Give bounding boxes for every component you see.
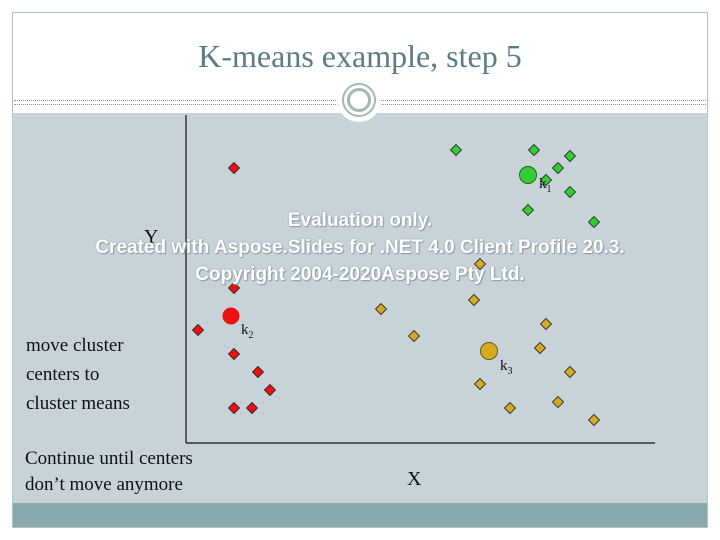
note-line: move cluster: [26, 335, 124, 356]
cluster2-point: [191, 323, 205, 337]
cluster2-point: [227, 161, 241, 175]
cluster3-point: [467, 293, 481, 307]
cluster1-point: [449, 143, 463, 157]
cluster3-point: [587, 413, 601, 427]
center-label-k3: k3: [500, 358, 513, 377]
cluster3-point: [374, 302, 388, 316]
cluster3-point: [473, 257, 487, 271]
cluster2-point: [227, 347, 241, 361]
cluster3-point: [407, 329, 421, 343]
x-axis-label: X: [407, 468, 422, 490]
cluster1-point: [521, 203, 535, 217]
footer-band: [13, 503, 707, 527]
center-label-k1: k1: [539, 176, 552, 195]
cluster1-point: [563, 185, 577, 199]
cluster2-center-marker: [222, 307, 240, 325]
cluster3-point: [503, 401, 517, 415]
slide-title: K-means example, step 5: [198, 38, 522, 74]
watermark-line: Evaluation only.: [287, 210, 433, 231]
note-line: don’t move anymore: [25, 474, 183, 495]
cluster1-point: [563, 149, 577, 163]
cluster1-center-marker: [519, 166, 537, 184]
continue-note: Continue until centers don’t move anymor…: [25, 446, 193, 498]
content-panel: [13, 113, 707, 503]
cluster2-point: [245, 401, 259, 415]
cluster3-point: [533, 341, 547, 355]
center-label-k2: k2: [241, 322, 254, 341]
cluster1-point: [551, 161, 565, 175]
note-line: centers to: [26, 364, 100, 385]
cluster3-point: [539, 317, 553, 331]
cluster3-center-marker: [480, 342, 498, 360]
cluster2-point: [263, 383, 277, 397]
note-line: Continue until centers: [25, 448, 193, 469]
cluster3-point: [473, 377, 487, 391]
cluster3-point: [563, 365, 577, 379]
cluster1-point: [539, 173, 553, 187]
y-axis-label: Y: [144, 226, 159, 248]
divider-ornament-icon: [337, 78, 381, 122]
slide-frame: [12, 12, 708, 528]
cluster2-point: [227, 401, 241, 415]
cluster2-point: [227, 281, 241, 295]
cluster1-point: [587, 215, 601, 229]
note-line: cluster means: [26, 393, 130, 414]
cluster2-point: [251, 365, 265, 379]
watermark-line: Created with Aspose.Slides for .NET 4.0 …: [95, 237, 625, 258]
cluster1-point: [527, 143, 541, 157]
cluster3-point: [551, 395, 565, 409]
move-centers-note: move cluster centers to cluster means: [26, 331, 130, 418]
watermark-line: Copyright 2004-2020Aspose Pty Ltd.: [195, 264, 525, 285]
